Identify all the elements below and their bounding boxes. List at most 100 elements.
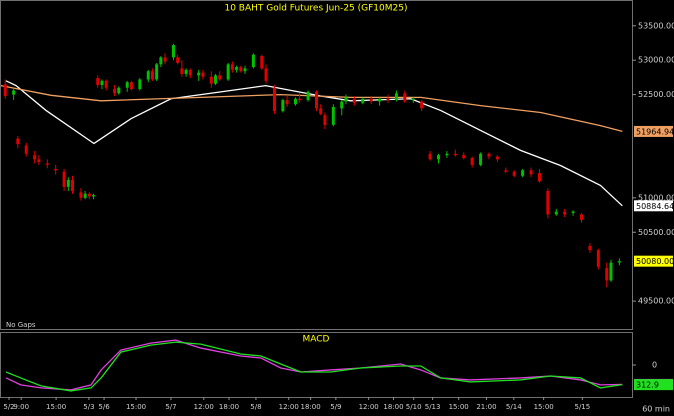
candle-body (159, 57, 163, 65)
x-tick-label: 18:00 (301, 403, 321, 411)
candle-body (66, 179, 70, 187)
candle-body (146, 71, 150, 80)
candle-body (239, 67, 243, 72)
candle-body (96, 78, 100, 85)
x-tick-label: 5/14 (506, 403, 522, 411)
y-tick-label: 53000.00 (638, 56, 674, 65)
candle-body (411, 98, 415, 101)
candle-body (521, 170, 525, 176)
x-tick-label: 9:00 (13, 403, 29, 411)
x-tick-label: 5/13 (425, 403, 441, 411)
annotation: No Gaps (6, 321, 36, 329)
candle-body (113, 89, 117, 94)
candle-body (369, 98, 373, 102)
candle-body (306, 91, 310, 101)
candle-body (226, 64, 230, 80)
candle-body (281, 100, 285, 112)
candle-body (243, 68, 247, 72)
price-label: 50884.64 (636, 202, 674, 211)
x-tick-label: 5/8 (250, 403, 261, 411)
x-tick-label: 15:00 (126, 403, 146, 411)
candle-body (230, 64, 234, 70)
candle-body (315, 91, 318, 109)
x-tick-label: 12:00 (359, 403, 379, 411)
candle-body (62, 171, 66, 187)
candle-body (352, 98, 356, 103)
macd-title: MACD (303, 335, 330, 345)
candle-body (188, 69, 192, 76)
y-tick-label: 51000.00 (638, 193, 674, 202)
candle-body (436, 155, 440, 160)
candle-body (214, 75, 218, 84)
candle-body (403, 93, 407, 102)
x-tick-label: 12:00 (194, 403, 214, 411)
x-tick-label: 21:00 (476, 403, 496, 411)
candle-body (563, 211, 567, 215)
price-label: 312.9 (636, 381, 659, 390)
y-tick-label: 52500.00 (638, 90, 674, 99)
candle-body (504, 170, 508, 172)
candle-body (420, 101, 424, 109)
candle-body (340, 101, 344, 109)
candle-body (33, 155, 37, 160)
candle-body (155, 64, 159, 80)
candle-body (323, 115, 327, 125)
candle-body (512, 171, 516, 176)
candle-body (251, 54, 255, 68)
candle-body (479, 153, 483, 165)
x-tick-label: 15:00 (46, 403, 66, 411)
candle-body (197, 72, 201, 76)
candle-body (184, 69, 188, 74)
candle-body (125, 82, 129, 88)
candle-body (378, 98, 382, 102)
x-tick-label: 5/9 (330, 403, 341, 411)
candle-body (71, 179, 75, 191)
candle-body (361, 98, 365, 103)
candle-body (285, 100, 289, 105)
price-label: 50080.00 (636, 257, 674, 266)
price-label-box (634, 125, 673, 137)
candle-body (453, 153, 457, 156)
y-tick-label: 49500.00 (638, 297, 674, 306)
candle-body (235, 67, 239, 70)
candle-body (201, 72, 205, 77)
x-tick-label: 18:00 (383, 403, 403, 411)
candle-body (176, 57, 180, 63)
candle-body (394, 93, 398, 101)
x-tick-label: 5/3 (83, 403, 94, 411)
y-tick-label: 0 (652, 361, 657, 370)
candle-body (163, 57, 167, 62)
candle-body (260, 56, 264, 69)
candle-body (12, 90, 16, 95)
x-tick-label: 5/15 (574, 403, 590, 411)
price-panel (0, 0, 633, 330)
candle-body (386, 98, 390, 101)
candle-body (104, 80, 108, 88)
candle-body (537, 173, 541, 182)
candle-body (596, 250, 600, 267)
candle-body (180, 68, 184, 74)
price-label-box (634, 200, 673, 212)
interval-label: 60 min (642, 405, 670, 414)
y-tick-label: 50500.00 (638, 228, 674, 237)
candle-body (580, 214, 584, 220)
candle-body (529, 170, 533, 175)
x-tick-label: 5/2 (3, 403, 14, 411)
candle-body (24, 145, 28, 154)
candle-body (3, 84, 7, 96)
candle-body (100, 80, 104, 85)
candle-body (495, 156, 499, 160)
candle-body (554, 211, 558, 215)
candle-body (344, 97, 348, 102)
candle-body (331, 106, 335, 125)
candle-body (45, 163, 49, 165)
x-tick-label: 18:00 (219, 403, 239, 411)
candle-body (150, 71, 154, 80)
x-tick-label: 15:00 (449, 403, 469, 411)
price-label-box (634, 255, 673, 267)
candle-body (117, 87, 121, 94)
chart-title: 10 BAHT Gold Futures Jun-25 (GF10M25) (224, 4, 407, 14)
x-tick-label: 5/6 (98, 403, 110, 411)
candle-body (319, 108, 323, 114)
